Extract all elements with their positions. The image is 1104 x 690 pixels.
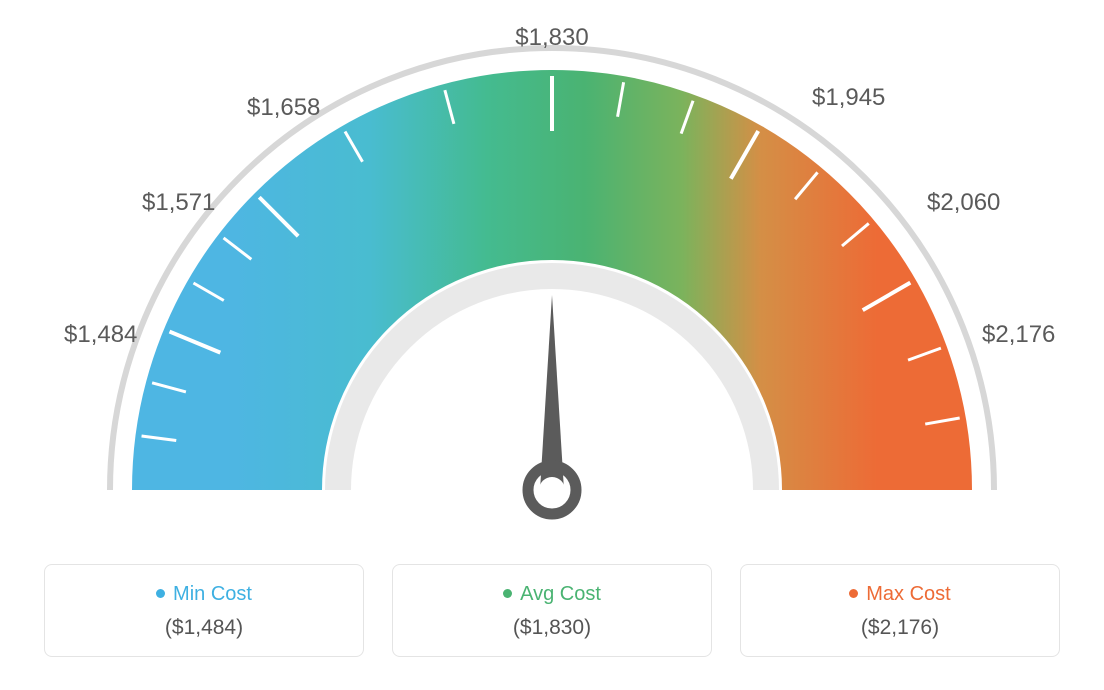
legend-value: ($2,176) <box>751 616 1049 640</box>
scale-label: $1,658 <box>247 94 320 121</box>
legend-card: Max Cost ($2,176) <box>740 564 1060 657</box>
legend-title-text: Avg Cost <box>520 583 601 605</box>
scale-label: $1,484 <box>64 321 137 348</box>
gauge-chart: $1,484 $1,571 $1,658 $1,830 $1,945 $2,060 $2,1… <box>22 20 1082 540</box>
legend-title-text: Max Cost <box>866 583 950 605</box>
legend-card: Avg Cost ($1,830) <box>392 564 712 657</box>
legend-title-text: Min Cost <box>173 583 252 605</box>
legend-title: Max Cost <box>751 583 1049 606</box>
legend-value: ($1,830) <box>403 616 701 640</box>
scale-label: $2,060 <box>927 189 1000 216</box>
legend-row: Min Cost ($1,484) Avg Cost ($1,830) Max Cost… <box>44 564 1060 657</box>
legend-dot-icon <box>849 589 858 598</box>
legend-dot-icon <box>156 589 165 598</box>
scale-label: $2,176 <box>982 321 1055 348</box>
legend-dot-icon <box>503 589 512 598</box>
legend-title: Avg Cost <box>403 583 701 606</box>
legend-card: Min Cost ($1,484) <box>44 564 364 657</box>
legend-value: ($1,484) <box>55 616 353 640</box>
gauge-svg: $1,484 $1,571 $1,658 $1,830 $1,945 $2,060 $2,1… <box>22 20 1082 540</box>
scale-label: $1,830 <box>515 24 588 51</box>
needle-hub-inner <box>539 477 565 503</box>
scale-label: $1,945 <box>812 84 885 111</box>
scale-label: $1,571 <box>142 189 215 216</box>
legend-title: Min Cost <box>55 583 353 606</box>
